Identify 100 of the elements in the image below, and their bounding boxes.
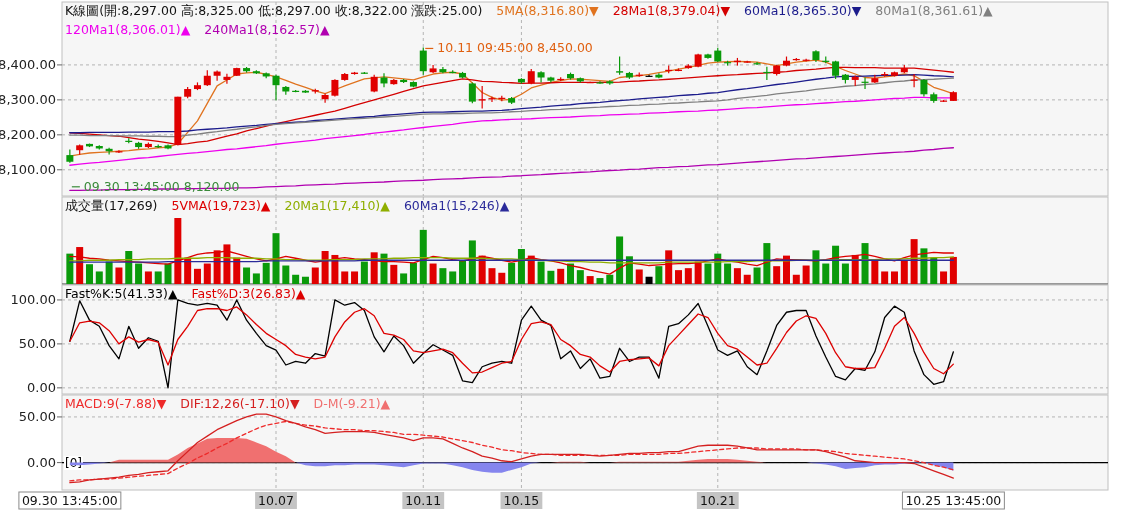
- chart-title: 成交量(17,269): [65, 198, 158, 213]
- bar: [233, 257, 241, 284]
- text: 80Ma1(8,361.61)▲: [875, 3, 994, 18]
- bar: [311, 267, 319, 284]
- text: 20Ma1(17,410)▲: [284, 198, 391, 213]
- bar: [459, 260, 467, 284]
- bar: [341, 271, 349, 284]
- bar: [861, 243, 869, 284]
- chart-title: K線圖(開:8,297.00 高:8,325.00 低:8,297.00 收:8,322.00 漲跌:25.00): [65, 3, 483, 18]
- bar: [596, 278, 604, 284]
- bar: [675, 270, 683, 284]
- bar: [753, 267, 761, 284]
- y-tick-label: 100.00: [10, 292, 56, 308]
- series-label: DIF:12,26(-17.10)▼: [180, 396, 300, 411]
- bar: [930, 257, 938, 284]
- y-tick-label: 50.00: [18, 336, 56, 352]
- bar: [144, 271, 152, 284]
- bar: [940, 271, 948, 284]
- bar: [439, 268, 447, 284]
- bar: [488, 268, 496, 284]
- bar: [243, 267, 251, 284]
- text: 240Ma1(8,162.57)▲: [204, 22, 330, 37]
- bar: [400, 273, 408, 284]
- bar: [684, 268, 692, 284]
- bar: [262, 262, 270, 284]
- y-tick-label: 0.00: [27, 380, 56, 396]
- x-tick-label: 10.21: [699, 493, 736, 508]
- bar: [733, 268, 741, 284]
- line-series: [69, 147, 955, 192]
- bar: [390, 264, 398, 284]
- bar: [871, 260, 879, 284]
- bar: [920, 248, 928, 284]
- bar: [900, 260, 908, 284]
- bar: [282, 265, 290, 284]
- bar: [812, 250, 820, 284]
- bar: [95, 271, 103, 284]
- candlestick: [223, 73, 231, 85]
- candlestick: [468, 81, 476, 104]
- bar: [949, 256, 957, 284]
- bar: [704, 263, 712, 284]
- bar: [547, 270, 555, 284]
- bar: [164, 263, 172, 284]
- bar: [203, 263, 211, 284]
- bar: [105, 261, 113, 284]
- bar: [351, 271, 359, 284]
- x-tick-label: 10.25 13:45:00: [905, 493, 1002, 508]
- candlestick: [213, 69, 221, 82]
- series-label: Fast%K:5(41.33)▲: [65, 286, 178, 301]
- text: 60Ma1(8,365.30)▼: [744, 3, 862, 18]
- bar: [498, 272, 506, 284]
- candlestick: [272, 74, 280, 101]
- bar: [517, 249, 525, 284]
- bar: [409, 262, 417, 284]
- bar: [792, 274, 800, 284]
- bar: [773, 266, 781, 284]
- bar: [841, 263, 849, 284]
- x-tick-label: 10.07: [258, 493, 294, 508]
- bar: [429, 263, 437, 284]
- candlestick: [419, 46, 427, 76]
- line-series: [69, 299, 955, 389]
- text: MACD:9(-7.88)▼: [65, 396, 167, 411]
- bar: [606, 274, 614, 284]
- bar: [537, 261, 545, 284]
- series-label: Fast%D:3(26.83)▲: [191, 286, 306, 301]
- bar: [135, 263, 143, 284]
- bar: [468, 240, 476, 284]
- x-tick-label: 10.15: [503, 493, 540, 508]
- bar: [321, 251, 329, 284]
- bar: [576, 270, 584, 284]
- annotation: 10.11 09:45:00 8,450.00: [437, 40, 593, 56]
- bar: [557, 268, 565, 284]
- bar: [419, 229, 427, 284]
- bar: [822, 263, 830, 284]
- candlestick: [616, 55, 624, 76]
- candlestick: [478, 85, 486, 110]
- x-tick-label: 09.30 13:45:00: [21, 493, 118, 508]
- bar: [802, 265, 810, 284]
- bar: [125, 251, 133, 284]
- text: 5MA(8,316.80)▼: [496, 3, 600, 18]
- bar: [292, 274, 300, 284]
- bar: [890, 271, 898, 284]
- text: 28Ma1(8,379.04)▼: [612, 3, 731, 18]
- text: 5VMA(19,723)▲: [171, 198, 271, 213]
- y-tick-label: 50.00: [18, 409, 56, 425]
- bar: [635, 269, 643, 284]
- bar: [252, 273, 260, 284]
- bar: [724, 263, 732, 284]
- bar: [586, 276, 594, 284]
- x-tick-label: 10.11: [405, 493, 442, 508]
- bar: [449, 271, 457, 284]
- bar: [508, 262, 516, 284]
- bar: [301, 276, 309, 284]
- bar: [272, 233, 280, 284]
- bar: [85, 264, 93, 284]
- bar: [881, 271, 889, 284]
- line-series: [69, 306, 955, 375]
- text: 60Ma1(15,246)▲: [403, 198, 510, 213]
- bar: [360, 261, 368, 284]
- bar: [115, 267, 123, 284]
- candlestick: [321, 92, 329, 104]
